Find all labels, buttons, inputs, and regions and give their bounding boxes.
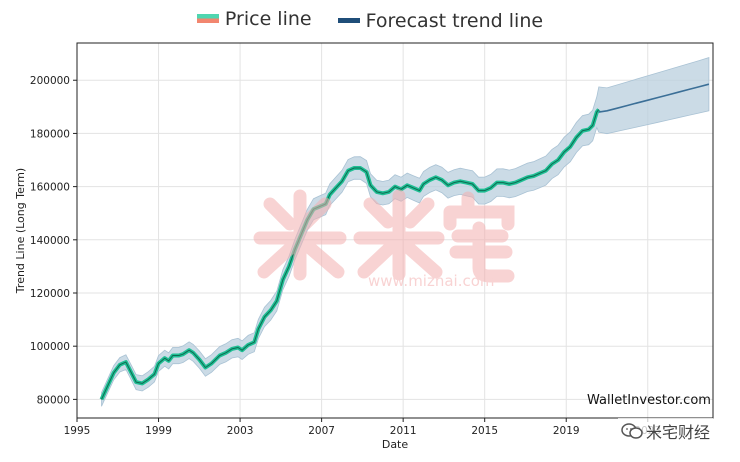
y-tick-label: 120000 xyxy=(30,288,70,300)
legend-item-forecast: Forecast trend line xyxy=(337,9,544,32)
confidence-band-area xyxy=(101,57,710,407)
y-tick-label: 200000 xyxy=(30,75,70,87)
price-line-swatch xyxy=(196,14,219,23)
y-tick-label: 160000 xyxy=(30,182,70,194)
y-tick-label: 180000 xyxy=(30,128,70,140)
brand-badge: 米宅财经 xyxy=(618,418,714,444)
mizhai-logo-mark xyxy=(253,189,515,283)
legend-label-price: Price line xyxy=(224,7,312,30)
forecast-trend-line xyxy=(598,83,710,113)
forecast-line-swatch xyxy=(337,18,360,23)
x-tick-label: 2003 xyxy=(227,425,254,437)
x-tick-label: 1995 xyxy=(64,425,91,437)
y-tick-label: 100000 xyxy=(30,341,70,353)
legend: Price line Forecast trend line xyxy=(0,6,740,32)
brand-text: 米宅财经 xyxy=(646,423,711,442)
price-line-core xyxy=(101,109,600,400)
wechat-icon xyxy=(621,423,643,439)
plot-frame xyxy=(76,42,714,419)
x-tick-label: 2019 xyxy=(553,425,580,437)
x-tick-label: 2015 xyxy=(471,425,498,437)
x-axis-label: Date xyxy=(382,438,409,451)
legend-label-forecast: Forecast trend line xyxy=(365,9,544,32)
y-axis-ticks: 80000 100000 120000 140000 160000 180000 20000… xyxy=(30,75,77,406)
x-tick-label: 2011 xyxy=(390,425,417,437)
y-tick-label: 80000 xyxy=(37,394,70,406)
site-watermark: WalletInvestor.com xyxy=(587,393,711,408)
x-axis-ticks: 19951999200320072011201520192023 xyxy=(64,418,661,437)
series-lines xyxy=(99,83,710,401)
y-tick-label: 140000 xyxy=(30,235,70,247)
center-watermark: www.mizhai.com xyxy=(250,186,515,296)
x-tick-label: 1999 xyxy=(145,425,172,437)
confidence-band xyxy=(101,57,710,407)
y-axis-label: Trend Line (Long Term) xyxy=(14,168,27,294)
center-watermark-url: www.mizhai.com xyxy=(368,272,495,290)
x-tick-label: 2007 xyxy=(308,425,335,437)
legend-item-price: Price line xyxy=(196,7,312,30)
